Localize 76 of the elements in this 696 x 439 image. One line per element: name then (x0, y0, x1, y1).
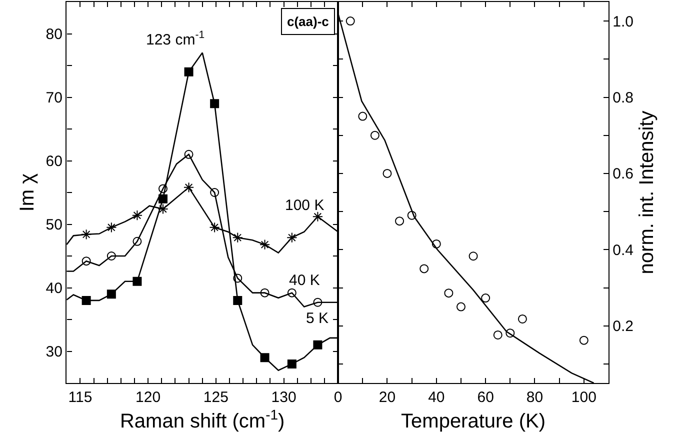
point (286, 232, 298, 243)
y-axis-title: norm. int. Intensity (636, 110, 658, 274)
point (259, 239, 270, 250)
y-tick-label: 40 (46, 280, 62, 297)
x-axis-title: Temperature (K) (401, 410, 546, 433)
annotation: c(aa)-c (287, 14, 329, 29)
x-tick-label: 40 (428, 389, 445, 406)
point (287, 359, 296, 368)
x-tick-label: 0 (334, 389, 342, 406)
point (82, 256, 91, 266)
point (287, 288, 296, 298)
point (184, 150, 194, 159)
point (132, 236, 142, 246)
x-tick-label: 120 (136, 389, 161, 406)
point (432, 239, 441, 248)
point (395, 216, 404, 226)
x-tick-label: 115 (68, 389, 92, 406)
legend-label: 40 K (289, 272, 320, 289)
point (420, 264, 429, 274)
point (382, 168, 392, 178)
point (210, 188, 220, 197)
y-tick-label: 1.0 (612, 13, 634, 30)
point (260, 288, 270, 298)
point (313, 298, 322, 307)
y-tick-label: 0.6 (612, 166, 634, 183)
annotation: 123 cm$^{-1}$ (146, 29, 205, 48)
point (493, 330, 502, 340)
y-tick-label: 0.2 (612, 318, 634, 336)
x-axis-title: Raman shift (cm$^{-1}$) (120, 406, 285, 433)
point (106, 222, 117, 233)
y-tick-label: 0.8 (612, 90, 634, 106)
point (158, 194, 168, 204)
point (370, 130, 380, 140)
x-tick-label: 125 (203, 389, 228, 406)
y-tick-label: 60 (46, 153, 62, 170)
point (210, 99, 220, 108)
y-tick-label: 30 (46, 344, 62, 360)
y-tick-label: 0.4 (612, 242, 634, 259)
point (233, 274, 242, 283)
point (481, 294, 490, 303)
y-tick-label: 50 (46, 216, 62, 234)
x-tick-label: 130 (271, 389, 296, 406)
point (260, 353, 270, 362)
legend-label: 5 K (306, 310, 329, 327)
point (407, 210, 416, 220)
point (106, 252, 116, 260)
point (232, 232, 243, 243)
legend-label: 100 K (285, 197, 324, 214)
y-axis-title: Im χ (16, 172, 38, 212)
point (106, 290, 116, 299)
point (158, 204, 168, 214)
point (158, 184, 168, 194)
point (468, 252, 478, 261)
point (132, 210, 143, 221)
x-tick-label: 60 (477, 389, 494, 406)
point (183, 182, 194, 193)
point (506, 328, 515, 338)
point (132, 276, 142, 286)
point (579, 336, 588, 345)
point (313, 340, 322, 350)
point (518, 314, 527, 324)
point (358, 112, 368, 121)
y-tick-label: 70 (46, 90, 62, 106)
point (456, 302, 466, 312)
y-tick-label: 80 (46, 26, 62, 43)
x-tick-label: 80 (526, 389, 544, 406)
point (82, 296, 91, 305)
x-tick-label: 100 (571, 389, 596, 406)
point (312, 211, 324, 222)
point (346, 16, 355, 26)
point (233, 296, 242, 305)
point (184, 67, 194, 76)
x-tick-label: 20 (378, 389, 396, 406)
point (444, 288, 454, 298)
point (209, 222, 220, 233)
point (81, 229, 92, 240)
